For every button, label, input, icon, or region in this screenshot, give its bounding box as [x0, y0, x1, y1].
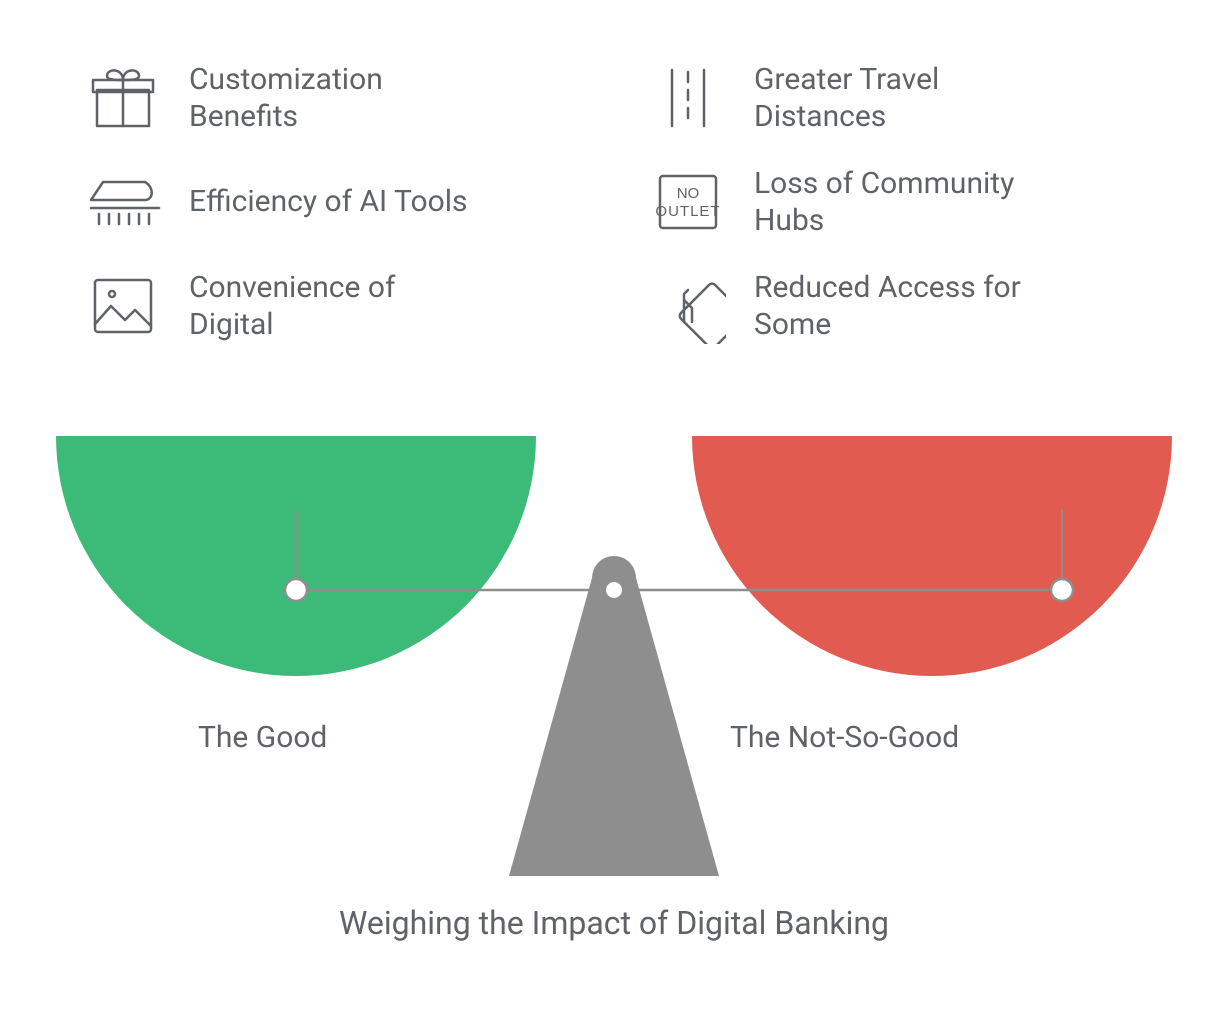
picture-icon: [85, 268, 161, 344]
list-item: Convenience of Digital: [85, 268, 469, 344]
scale-infographic: Customization Benefits Efficiency of AI …: [0, 0, 1228, 1012]
right-items: Greater Travel Distances NO OUTLET Loss …: [650, 60, 1034, 344]
item-label: Efficiency of AI Tools: [189, 183, 467, 221]
svg-text:NO: NO: [677, 185, 700, 202]
road-icon: [650, 60, 726, 136]
list-item: Efficiency of AI Tools: [85, 164, 469, 240]
right-pan: [692, 436, 1172, 676]
item-label: Customization Benefits: [189, 61, 469, 136]
left-pan-label: The Good: [198, 720, 327, 755]
train-icon: [85, 164, 161, 240]
right-pan-label: The Not-So-Good: [730, 720, 959, 755]
svg-text:OUTLET: OUTLET: [655, 203, 720, 220]
item-label: Reduced Access for Some: [754, 269, 1034, 344]
item-label: Loss of Community Hubs: [754, 165, 1034, 240]
item-label: Greater Travel Distances: [754, 61, 1034, 136]
diagram-caption: Weighing the Impact of Digital Banking: [0, 904, 1228, 942]
no-outlet-icon: NO OUTLET: [650, 164, 726, 240]
list-item: NO OUTLET Loss of Community Hubs: [650, 164, 1034, 240]
merge-icon: [650, 268, 726, 344]
scale-fulcrum: [509, 556, 719, 876]
list-item: Reduced Access for Some: [650, 268, 1034, 344]
list-item: Greater Travel Distances: [650, 60, 1034, 136]
list-item: Customization Benefits: [85, 60, 469, 136]
left-items: Customization Benefits Efficiency of AI …: [85, 60, 469, 344]
left-pan: [56, 436, 536, 676]
gift-icon: [85, 60, 161, 136]
item-label: Convenience of Digital: [189, 269, 469, 344]
